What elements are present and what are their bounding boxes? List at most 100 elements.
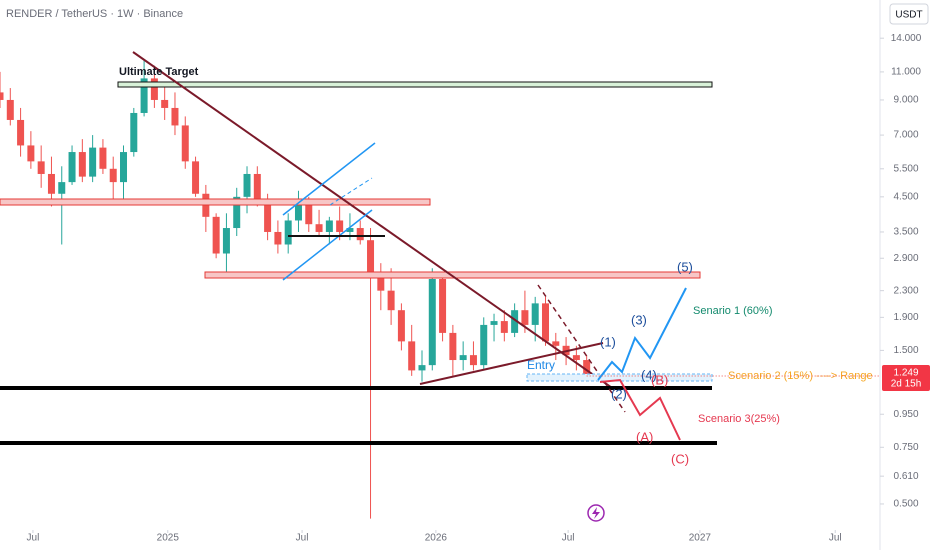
wave-label: (3): [631, 312, 647, 327]
candle-body: [552, 341, 560, 346]
candle-body: [367, 240, 375, 274]
y-tick-label: 0.500: [893, 499, 918, 510]
candle-body: [89, 147, 97, 177]
symbol-header: RENDER / TetherUS · 1W · Binance: [6, 8, 183, 20]
x-tick-label: Jul: [829, 533, 842, 544]
y-tick-label: 1.900: [893, 312, 918, 323]
candle-body: [181, 125, 189, 162]
y-tick-label: 5.500: [893, 163, 918, 174]
candle-body: [6, 99, 14, 120]
y-tick-label: 14.000: [891, 33, 922, 44]
candle-body: [161, 99, 169, 108]
annotation: Entry: [527, 358, 555, 372]
candle-body: [356, 228, 364, 241]
candle-body: [47, 173, 55, 194]
event-icon[interactable]: [587, 504, 605, 522]
candle-body: [511, 310, 519, 333]
candle-body: [531, 303, 539, 325]
scenario-1-path: [597, 287, 687, 381]
channel-line: [329, 177, 373, 206]
candle-body: [541, 303, 549, 342]
candle-body: [294, 203, 302, 221]
x-tick-label: Jul: [27, 533, 40, 544]
scenario-3-path: [599, 378, 681, 441]
candle-body: [418, 365, 426, 371]
candle-body: [233, 196, 241, 229]
countdown: 2d 15h: [891, 379, 922, 390]
downtrend-line: [132, 51, 616, 391]
annotation: Scenario 3(25%): [698, 413, 780, 425]
candle-body: [0, 92, 4, 100]
candle-body: [387, 290, 395, 311]
candle-body: [439, 278, 447, 333]
candle-body: [243, 173, 251, 197]
candle-body: [469, 355, 477, 366]
candle-body: [27, 145, 35, 162]
x-tick-label: 2025: [157, 533, 180, 544]
y-tick-label: 1.500: [893, 345, 918, 356]
target-zone: [117, 81, 713, 88]
candle-body: [346, 228, 354, 232]
candle-body: [490, 321, 498, 325]
currency: USDT: [895, 10, 922, 21]
wave-label: (2): [611, 386, 627, 401]
y-tick-label: 7.000: [893, 130, 918, 141]
candle-body: [284, 220, 292, 245]
y-tick-label: 0.610: [893, 471, 918, 482]
candle-body: [428, 278, 436, 366]
dashed-line: [537, 284, 626, 413]
candle-body: [253, 173, 261, 200]
candle-body: [150, 78, 158, 100]
wave-label: (1): [600, 334, 616, 349]
y-tick-label: 9.000: [893, 95, 918, 106]
channel-line: [282, 142, 376, 216]
wave-label: (4): [641, 367, 657, 382]
candle-body: [449, 332, 457, 361]
last-price: 1.249: [893, 368, 918, 379]
y-tick-label: 0.950: [893, 409, 918, 420]
candle-body: [397, 310, 405, 342]
candle-body: [130, 112, 138, 153]
y-tick-label: 2.900: [893, 253, 918, 264]
x-tick-label: Jul: [562, 533, 575, 544]
candle-body: [37, 161, 45, 174]
candle-body: [521, 310, 529, 325]
candle-body: [68, 152, 76, 183]
y-tick-label: 2.300: [893, 285, 918, 296]
currency-box[interactable]: [889, 3, 929, 25]
candle-body: [377, 273, 385, 291]
candle-body: [408, 341, 416, 371]
support-line: [419, 342, 604, 385]
channel-line: [282, 209, 373, 281]
last-price-box: [882, 364, 930, 391]
y-tick-label: 0.750: [893, 442, 918, 453]
candle-body: [109, 168, 117, 183]
x-tick-label: Jul: [296, 533, 309, 544]
resistance-zone: [0, 198, 431, 206]
x-tick-label: 2026: [425, 533, 448, 544]
candle-body: [171, 107, 179, 126]
candle-body: [459, 355, 467, 361]
candle-body: [212, 216, 220, 254]
candle-body: [315, 224, 323, 232]
y-tick-label: 11.000: [891, 67, 921, 78]
annotation: Ultimate Target: [119, 66, 199, 78]
candle-body: [120, 152, 128, 183]
candle-body: [264, 199, 272, 232]
y-tick-label: 3.500: [893, 227, 918, 238]
candle-body: [222, 228, 230, 254]
candle-body: [99, 147, 107, 169]
event-icon-bolt: [592, 507, 600, 519]
wave-label: (A): [636, 429, 653, 444]
candle-body: [480, 324, 488, 366]
x-tick-label: 2027: [689, 533, 712, 544]
annotation: Senario 1 (60%): [693, 305, 773, 317]
candle-body: [325, 220, 333, 232]
candle-body: [336, 220, 344, 232]
candle-body: [583, 360, 591, 376]
candle-body: [572, 355, 580, 361]
wave-label: (C): [671, 451, 689, 466]
candle-body: [305, 203, 313, 225]
candle-body: [500, 321, 508, 333]
candle-body: [17, 119, 25, 146]
